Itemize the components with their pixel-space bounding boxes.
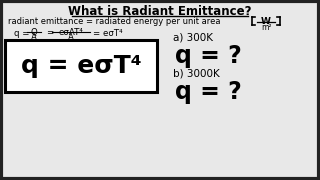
Text: A: A	[68, 33, 74, 42]
Text: Q̇: Q̇	[31, 28, 37, 37]
Text: W: W	[261, 17, 271, 26]
FancyBboxPatch shape	[5, 40, 157, 92]
Text: radiant emittance = radiated energy per unit area: radiant emittance = radiated energy per …	[8, 17, 220, 26]
Text: q =: q =	[14, 28, 29, 37]
Text: =: =	[46, 28, 53, 37]
Text: a) 300K: a) 300K	[173, 32, 213, 42]
Text: q = ?: q = ?	[175, 80, 242, 104]
Text: What is Radiant Emittance?: What is Radiant Emittance?	[68, 5, 252, 18]
Text: q = ?: q = ?	[175, 44, 242, 68]
Text: q = eσT⁴: q = eσT⁴	[21, 54, 141, 78]
Text: b) 3000K: b) 3000K	[173, 68, 220, 78]
Text: eσAT⁴: eσAT⁴	[59, 28, 84, 37]
Text: A: A	[31, 33, 37, 42]
Text: = eσT⁴: = eσT⁴	[93, 28, 123, 37]
Text: m²: m²	[261, 22, 271, 32]
